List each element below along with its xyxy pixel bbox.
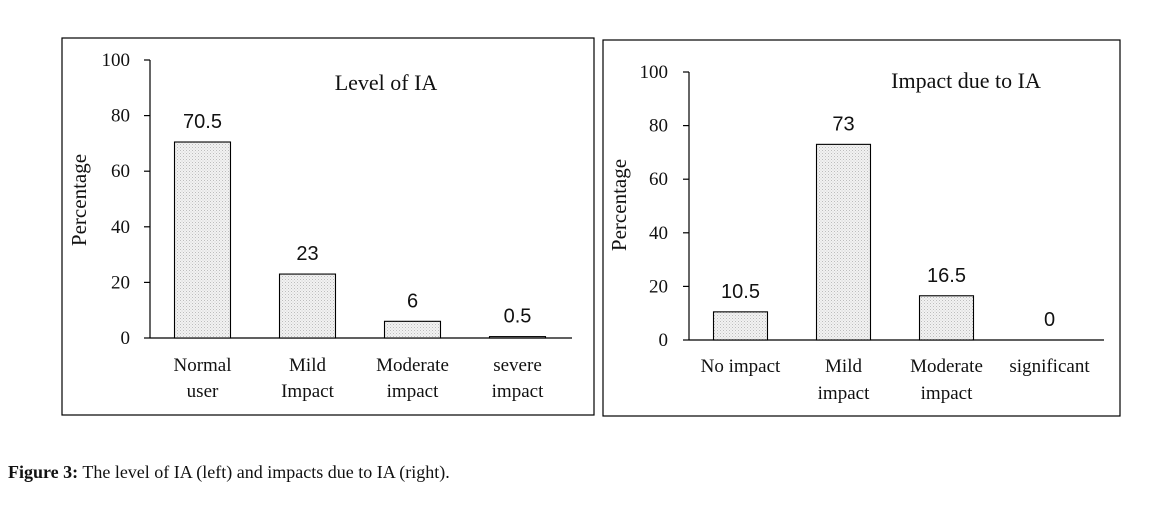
bar	[383, 320, 442, 339]
data-label: 0	[1044, 309, 1055, 331]
y-axis-label: Percentage	[607, 159, 631, 251]
data-label: 70.5	[183, 111, 222, 133]
data-label: 23	[296, 243, 318, 265]
y-tick-label: 80	[111, 106, 130, 127]
y-tick-label: 60	[649, 169, 668, 190]
x-category-label: Impact	[281, 381, 334, 402]
chart-panel-1: 0 20 40 60 80 100 Percentage Level of IA 70.5 Nor…	[61, 37, 595, 416]
data-label: 16.5	[927, 265, 966, 287]
x-category-label: Moderate	[376, 355, 449, 376]
x-category-label: Mild	[289, 355, 326, 376]
bar	[712, 311, 769, 341]
data-label: 0.5	[504, 306, 532, 328]
bar	[815, 143, 872, 341]
y-tick-label: 0	[121, 328, 131, 349]
bar	[488, 336, 547, 339]
chart-frame	[61, 37, 595, 416]
y-tick-label: 60	[111, 161, 130, 182]
bar	[173, 141, 232, 339]
y-tick-label: 80	[649, 116, 668, 137]
x-category-label: No impact	[701, 356, 781, 377]
y-tick-label: 0	[659, 330, 669, 351]
data-label: 10.5	[721, 281, 760, 303]
chart-panel-2: 0 20 40 60 80 100 Percentage Impact due to IA 10…	[602, 39, 1121, 417]
x-category-label: user	[187, 381, 219, 402]
chart-frame	[602, 39, 1121, 417]
x-category-label: impact	[387, 381, 439, 402]
figure-caption: Figure 3: The level of IA (left) and imp…	[8, 462, 450, 483]
caption-label: Figure 3:	[8, 462, 79, 482]
x-category-label: impact	[818, 383, 870, 404]
chart-title: Level of IA	[335, 70, 438, 95]
chart-title: Impact due to IA	[891, 68, 1041, 93]
y-tick-label: 20	[649, 276, 668, 297]
x-category-label: significant	[1009, 356, 1090, 377]
caption-text: The level of IA (left) and impacts due t…	[78, 462, 450, 482]
x-category-label: Moderate	[910, 356, 983, 377]
bar	[918, 295, 975, 341]
x-category-label: severe	[493, 355, 542, 376]
y-tick-label: 40	[649, 223, 668, 244]
x-category-label: Mild	[825, 356, 862, 377]
y-tick-label: 100	[640, 62, 669, 83]
x-category-label: impact	[492, 381, 544, 402]
x-category-label: Normal	[173, 355, 231, 376]
y-tick-label: 40	[111, 217, 130, 238]
data-label: 73	[832, 113, 854, 135]
y-tick-label: 20	[111, 272, 130, 293]
data-label: 6	[407, 290, 418, 312]
x-category-label: impact	[921, 383, 973, 404]
y-tick-label: 100	[102, 50, 131, 71]
y-axis-label: Percentage	[67, 154, 91, 246]
bar	[278, 273, 337, 339]
